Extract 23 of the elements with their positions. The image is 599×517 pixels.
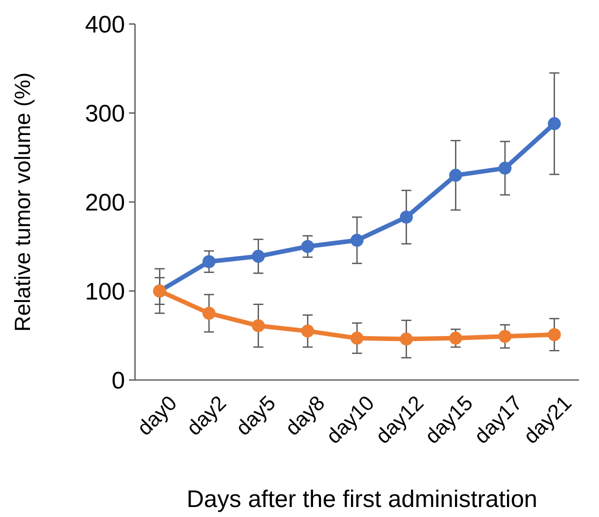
- point: [449, 168, 462, 182]
- point: [252, 250, 265, 263]
- y-axis-title: Relative tumor volume (%): [10, 72, 35, 332]
- y-tick-label: 100: [84, 278, 125, 306]
- point: [202, 255, 216, 268]
- point: [301, 324, 314, 338]
- point: [548, 117, 561, 130]
- y-tick-label: 300: [84, 100, 125, 128]
- point: [350, 332, 364, 345]
- point: [301, 240, 314, 253]
- point: [548, 328, 561, 342]
- point: [400, 210, 413, 224]
- point: [350, 234, 364, 247]
- x-axis-title: Days after the first administration: [186, 486, 538, 513]
- point: [498, 162, 512, 175]
- point: [449, 332, 462, 345]
- point: [498, 330, 512, 343]
- y-tick-label: 0: [112, 367, 125, 394]
- point: [400, 332, 413, 346]
- point: [252, 319, 265, 332]
- y-tick-label: 400: [84, 11, 125, 38]
- y-tick-label: 200: [84, 189, 125, 216]
- point: [202, 306, 216, 320]
